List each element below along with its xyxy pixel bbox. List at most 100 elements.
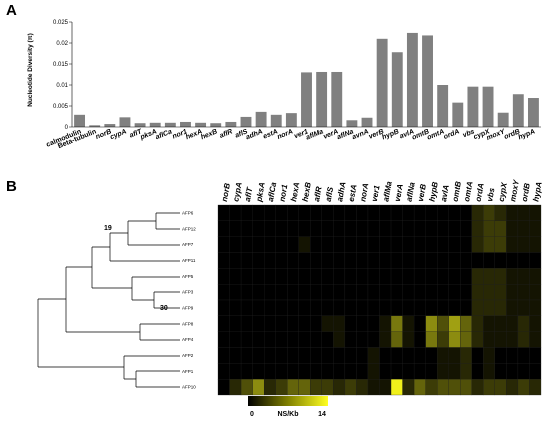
y-tick-label: 0.015 [53,62,69,68]
heatmap-cell [379,347,392,364]
heatmap-cell [310,347,322,364]
heatmap-cell [517,236,530,253]
heatmap-cell [529,236,542,253]
heatmap-cell [356,363,369,380]
heatmap-cell [217,284,230,301]
heatmap-column-labels: norB cypA aflT pksA aflCa nor1 hexA hexB aflR afl… [220,179,544,204]
heatmap-cell [390,363,403,380]
heatmap-cell [356,284,369,301]
heatmap-cell [379,220,392,237]
heatmap-cell [229,379,242,396]
heatmap-cell [425,236,438,253]
heatmap-cell [240,284,253,301]
heatmap-cell [333,347,346,364]
category-label: norA [276,128,294,141]
heatmap-cell [517,252,530,269]
heatmap-cell [310,331,322,348]
heatmap-cell [298,268,311,285]
heatmap-cell [460,331,472,348]
heatmap-cell [240,236,253,253]
bar [301,72,312,127]
bar [180,121,191,127]
heatmap-cell [367,347,380,364]
heatmap-cell [460,379,472,396]
bar [240,116,252,127]
heatmap-cell [529,252,542,269]
heatmap-cell [240,315,253,332]
heatmap-cell [367,331,380,348]
heatmap-cell [437,236,449,253]
heatmap-cell [321,268,334,285]
heatmap-cell [413,204,426,221]
heatmap-column-label: ordB [520,182,532,202]
heatmap-cell [494,379,507,396]
heatmap-cell [356,299,369,316]
heatmap-cell [390,315,403,332]
heatmap-cell [298,284,311,301]
heatmap-cell [287,331,299,348]
heatmap-cell [460,220,472,237]
heatmap-cell [425,347,438,364]
heatmap-cell [298,331,311,348]
heatmap-cell [483,299,496,316]
heatmap-cell [517,284,530,301]
heatmap-cell [287,347,299,364]
heatmap-cell [344,204,357,221]
heatmap-cell [517,315,530,332]
heatmap-cell [298,347,311,364]
heatmap-cell [494,299,507,316]
bar [255,111,267,127]
heatmap-cell [298,236,311,253]
heatmap-cell [402,379,415,396]
category-label: hypB [381,128,400,141]
category-label: vbs [462,128,476,139]
heatmap-cell [298,315,311,332]
heatmap-cell [425,363,438,380]
heatmap-cell [240,220,253,237]
heatmap-cell [217,347,230,364]
heatmap-cell [263,220,276,237]
heatmap-cell [333,236,346,253]
heatmap-cell [379,236,392,253]
heatmap-cell [437,299,449,316]
heatmap-cell [263,252,276,269]
heatmap-cell [287,363,299,380]
heatmap-cell [240,347,253,364]
category-label: aflCa [155,128,174,141]
heatmap-column-label: aflCa [266,181,278,202]
heatmap-cell [379,204,392,221]
heatmap-column-label: verB [416,183,428,202]
heatmap-cell [483,347,496,364]
heatmap-cell [494,284,507,301]
heatmap-cell [217,299,230,316]
bar [437,85,449,127]
heatmap-cell [379,379,392,396]
heatmap-cell [240,299,253,316]
heatmap-column-label: verA [393,183,405,202]
heatmap-cell [483,220,496,237]
heatmap-cell [217,236,230,253]
heatmap-cell [413,347,426,364]
heatmap-cell [229,204,242,221]
heatmap-cell [287,284,299,301]
heatmap-cell [252,204,265,221]
heatmap-cell [529,315,542,332]
heatmap-row-label: AFP9 [182,305,194,310]
heatmap-cell [413,220,426,237]
heatmap-cell [517,363,530,380]
heatmap-cell [344,379,357,396]
heatmap-cell [240,252,253,269]
heatmap-cell [425,220,438,237]
heatmap-cell [229,236,242,253]
heatmap-cell [402,236,415,253]
y-tick-label: 0.025 [53,20,69,26]
heatmap-cell [483,268,496,285]
panel-b-letter: B [6,178,17,195]
heatmap-cell [437,315,449,332]
heatmap-cell [252,363,265,380]
heatmap-cell [506,331,519,348]
heatmap-cell [483,379,496,396]
heatmap-column-label: vbs [485,187,496,203]
heatmap-cell [321,331,334,348]
